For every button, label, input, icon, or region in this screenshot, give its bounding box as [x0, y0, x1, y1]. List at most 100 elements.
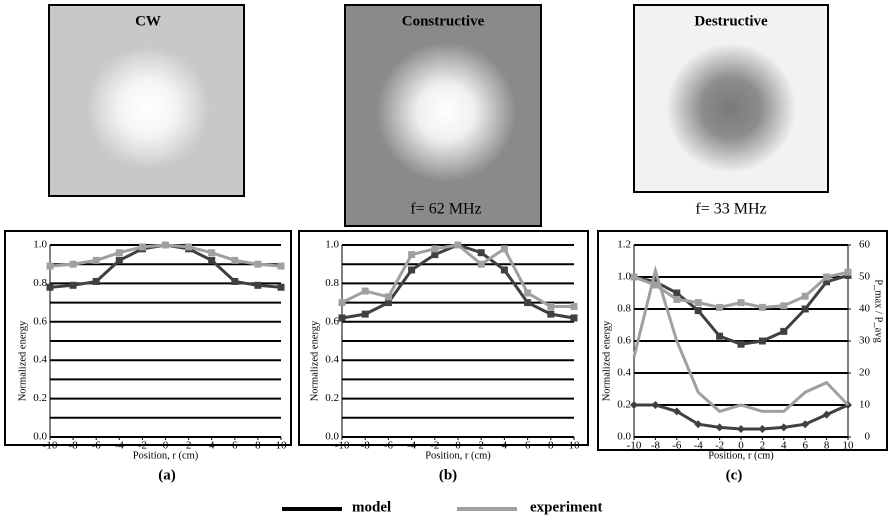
y-tick-label: 0.2	[617, 399, 631, 411]
beam-spot	[86, 46, 210, 170]
series-line	[341, 243, 575, 320]
x-axis-label: Position, r (cm)	[425, 450, 491, 461]
marker	[46, 262, 54, 270]
marker	[823, 273, 831, 281]
x-tick-label: 2	[760, 440, 766, 452]
x-tick-label: 2	[186, 440, 192, 452]
marker	[780, 327, 788, 335]
x-tick-label: -4	[407, 440, 417, 452]
marker	[524, 289, 532, 297]
y-tick-label: 0.8	[325, 277, 339, 289]
y2-tick-label: 20	[859, 367, 871, 379]
marker	[651, 401, 660, 409]
marker	[672, 407, 681, 416]
x-tick-label: -2	[138, 440, 147, 452]
marker	[822, 410, 831, 419]
marker	[46, 283, 54, 291]
x-tick-label: 4	[502, 440, 508, 452]
marker	[185, 243, 193, 251]
marker	[694, 299, 702, 307]
x-tick-label: 0	[163, 440, 169, 452]
x-tick-label: -10	[335, 440, 350, 452]
y-tick-label: 0.4	[325, 354, 339, 366]
marker	[630, 401, 638, 409]
x-tick-label: 6	[525, 440, 531, 452]
panel-label: (b)	[439, 467, 457, 483]
x-tick-label: -6	[92, 440, 102, 452]
series-line	[341, 243, 574, 308]
marker	[138, 243, 146, 251]
x-axis-label: Position, r (cm)	[708, 450, 774, 461]
y-tick-label: 1.0	[33, 239, 47, 251]
x-tick-label: -4	[115, 440, 125, 452]
x-tick-label: 10	[843, 440, 855, 452]
marker	[115, 256, 123, 264]
y2-tick-label: 40	[859, 303, 871, 315]
marker	[277, 283, 285, 291]
y-axis-label: Normalized energy	[601, 320, 612, 401]
marker	[431, 245, 439, 253]
marker	[69, 281, 77, 289]
y-tick-label: 0.2	[325, 392, 339, 404]
marker	[737, 340, 745, 348]
marker	[758, 425, 767, 433]
marker	[500, 266, 508, 274]
y-tick-label: 1.0	[617, 271, 631, 283]
marker	[408, 266, 416, 274]
marker	[779, 423, 788, 432]
marker	[162, 241, 169, 249]
marker	[630, 273, 638, 281]
y-tick-label: 1.0	[325, 239, 339, 251]
x-tick-label: -8	[69, 440, 79, 452]
marker	[780, 302, 788, 310]
marker	[361, 310, 369, 318]
marker	[384, 293, 392, 301]
marker	[338, 314, 346, 322]
marker	[254, 260, 262, 268]
x-axis-label: Position, r (cm)	[133, 450, 199, 461]
marker	[737, 425, 745, 433]
chart-frame	[597, 230, 888, 451]
marker	[208, 256, 216, 264]
marker	[801, 305, 809, 313]
x-tick-label: 10	[276, 440, 288, 452]
y2-tick-label: 30	[859, 335, 871, 347]
y2-tick-label: 0	[865, 431, 871, 443]
image-caption: f= 62 MHz	[410, 201, 481, 218]
image-title: Constructive	[402, 13, 485, 29]
y2-axis-label: P_max / P_avg	[873, 279, 884, 343]
marker	[801, 292, 809, 300]
y-axis-label: Normalized energy	[309, 320, 320, 401]
marker	[454, 241, 462, 249]
y-tick-label: 0.6	[617, 335, 631, 347]
marker	[500, 245, 508, 253]
marker	[694, 420, 703, 429]
marker	[254, 281, 262, 289]
y-tick-label: 0.0	[617, 431, 631, 443]
marker	[673, 295, 681, 303]
y-tick-label: 0.2	[33, 392, 47, 404]
marker	[231, 277, 239, 285]
image-title: CW	[135, 13, 161, 29]
x-tick-label: 4	[781, 440, 787, 452]
marker	[651, 281, 659, 289]
beam-spot	[666, 43, 796, 173]
y2-tick-label: 60	[859, 239, 871, 251]
marker	[277, 262, 285, 270]
marker	[431, 251, 439, 259]
marker	[737, 299, 745, 307]
x-tick-label: 0	[738, 440, 744, 452]
marker	[408, 251, 416, 259]
x-tick-label: 8	[824, 440, 830, 452]
marker	[115, 249, 123, 257]
y-axis-label: Normalized energy	[17, 320, 28, 401]
x-tick-label: 6	[802, 440, 808, 452]
x-tick-label: 10	[569, 440, 581, 452]
marker	[673, 289, 681, 297]
y-tick-label: 0.0	[33, 431, 47, 443]
marker	[547, 310, 555, 318]
marker	[758, 303, 766, 311]
marker	[92, 277, 100, 285]
marker	[69, 260, 77, 268]
